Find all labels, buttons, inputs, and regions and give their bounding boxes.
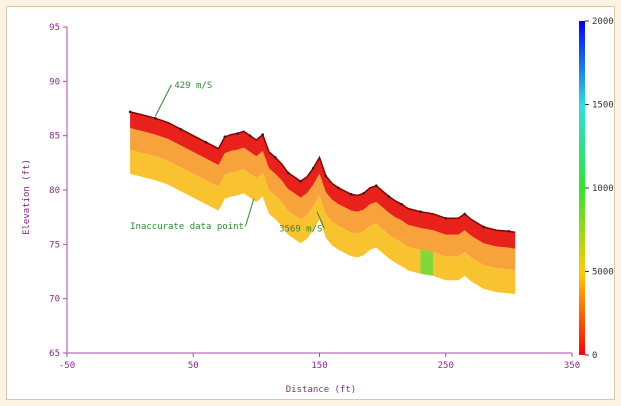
geophone-marker <box>400 202 403 206</box>
annotation-label: 429 m/S <box>174 81 212 91</box>
geophone-marker <box>274 156 277 159</box>
geophone-marker <box>286 171 290 174</box>
annotation-arrow <box>245 198 255 227</box>
ground-surface-line <box>129 111 516 234</box>
x-tick-label: 150 <box>311 361 327 371</box>
chart-frame: 65 70 75 80 85 90 95 -50 50 150 250 350 Elevation (… <box>6 6 615 400</box>
y-tick-label: 95 <box>49 23 60 33</box>
geophone-marker <box>349 193 353 196</box>
y-tick-label: 90 <box>49 77 60 87</box>
velocity-layer-1500 <box>130 128 516 271</box>
plot-layers <box>128 110 516 295</box>
geophone-marker <box>236 132 239 135</box>
velocity-layer-7500 <box>420 249 434 276</box>
geophone-marker <box>179 127 182 131</box>
colorbar-tick-label: 10000 <box>592 184 614 194</box>
geophone-marker <box>154 116 157 120</box>
geophone-marker <box>337 186 340 190</box>
velocity-layer-3569 <box>130 149 516 295</box>
y-tick-label: 70 <box>49 295 60 305</box>
colorbar-tick-label: 15000 <box>592 101 614 111</box>
colorbar-tick-label: 5000 <box>592 268 614 278</box>
y-tick-label: 75 <box>49 240 60 250</box>
velocity-profile-chart: 65 70 75 80 85 90 95 -50 50 150 250 350 Elevation (… <box>22 17 614 395</box>
annotation-arrow <box>154 84 172 117</box>
y-tick-label: 80 <box>49 186 60 196</box>
geophone-marker <box>324 174 328 178</box>
geophone-marker <box>311 166 315 170</box>
colorbar-ticks: 0 5000 10000 15000 20000 <box>585 17 614 361</box>
x-tick-label: 350 <box>564 361 580 371</box>
y-tick-label: 65 <box>49 349 60 359</box>
geophone-marker <box>463 212 466 216</box>
geophone-marker <box>204 140 208 144</box>
geophone-marker <box>223 135 227 139</box>
geophone-marker <box>375 184 378 187</box>
colorbar-tick-label: 0 <box>592 351 597 361</box>
y-axis-label: Elevation (ft) <box>22 159 32 235</box>
x-axis-label: Distance (ft) <box>286 385 356 395</box>
annotation-arrow <box>316 211 325 229</box>
geophone-marker <box>261 133 264 136</box>
geophone-marker <box>128 110 132 114</box>
geophone-marker <box>387 195 391 198</box>
x-tick-label: 250 <box>438 361 454 371</box>
geophone-marker <box>444 216 448 220</box>
y-tick-label: 85 <box>49 132 60 142</box>
colorbar <box>579 21 585 355</box>
annotations: 429 m/S Inaccurate data point 3569 m/S <box>130 81 325 234</box>
geophone-marker <box>507 229 511 233</box>
geophone-marker <box>362 191 365 195</box>
axes: 65 70 75 80 85 90 95 -50 50 150 250 350 <box>49 23 580 371</box>
velocity-layer-429 <box>130 111 516 249</box>
geophone-marker <box>248 134 252 137</box>
geophone-marker <box>419 210 422 214</box>
colorbar-tick-label: 20000 <box>592 17 614 27</box>
x-tick-label: -50 <box>59 361 75 371</box>
x-tick-label: 50 <box>188 361 199 371</box>
annotation-label: Inaccurate data point <box>130 222 244 232</box>
geophone-marker <box>299 180 302 183</box>
geophone-marker <box>482 225 485 229</box>
annotation-label: 3569 m/S <box>279 224 322 234</box>
